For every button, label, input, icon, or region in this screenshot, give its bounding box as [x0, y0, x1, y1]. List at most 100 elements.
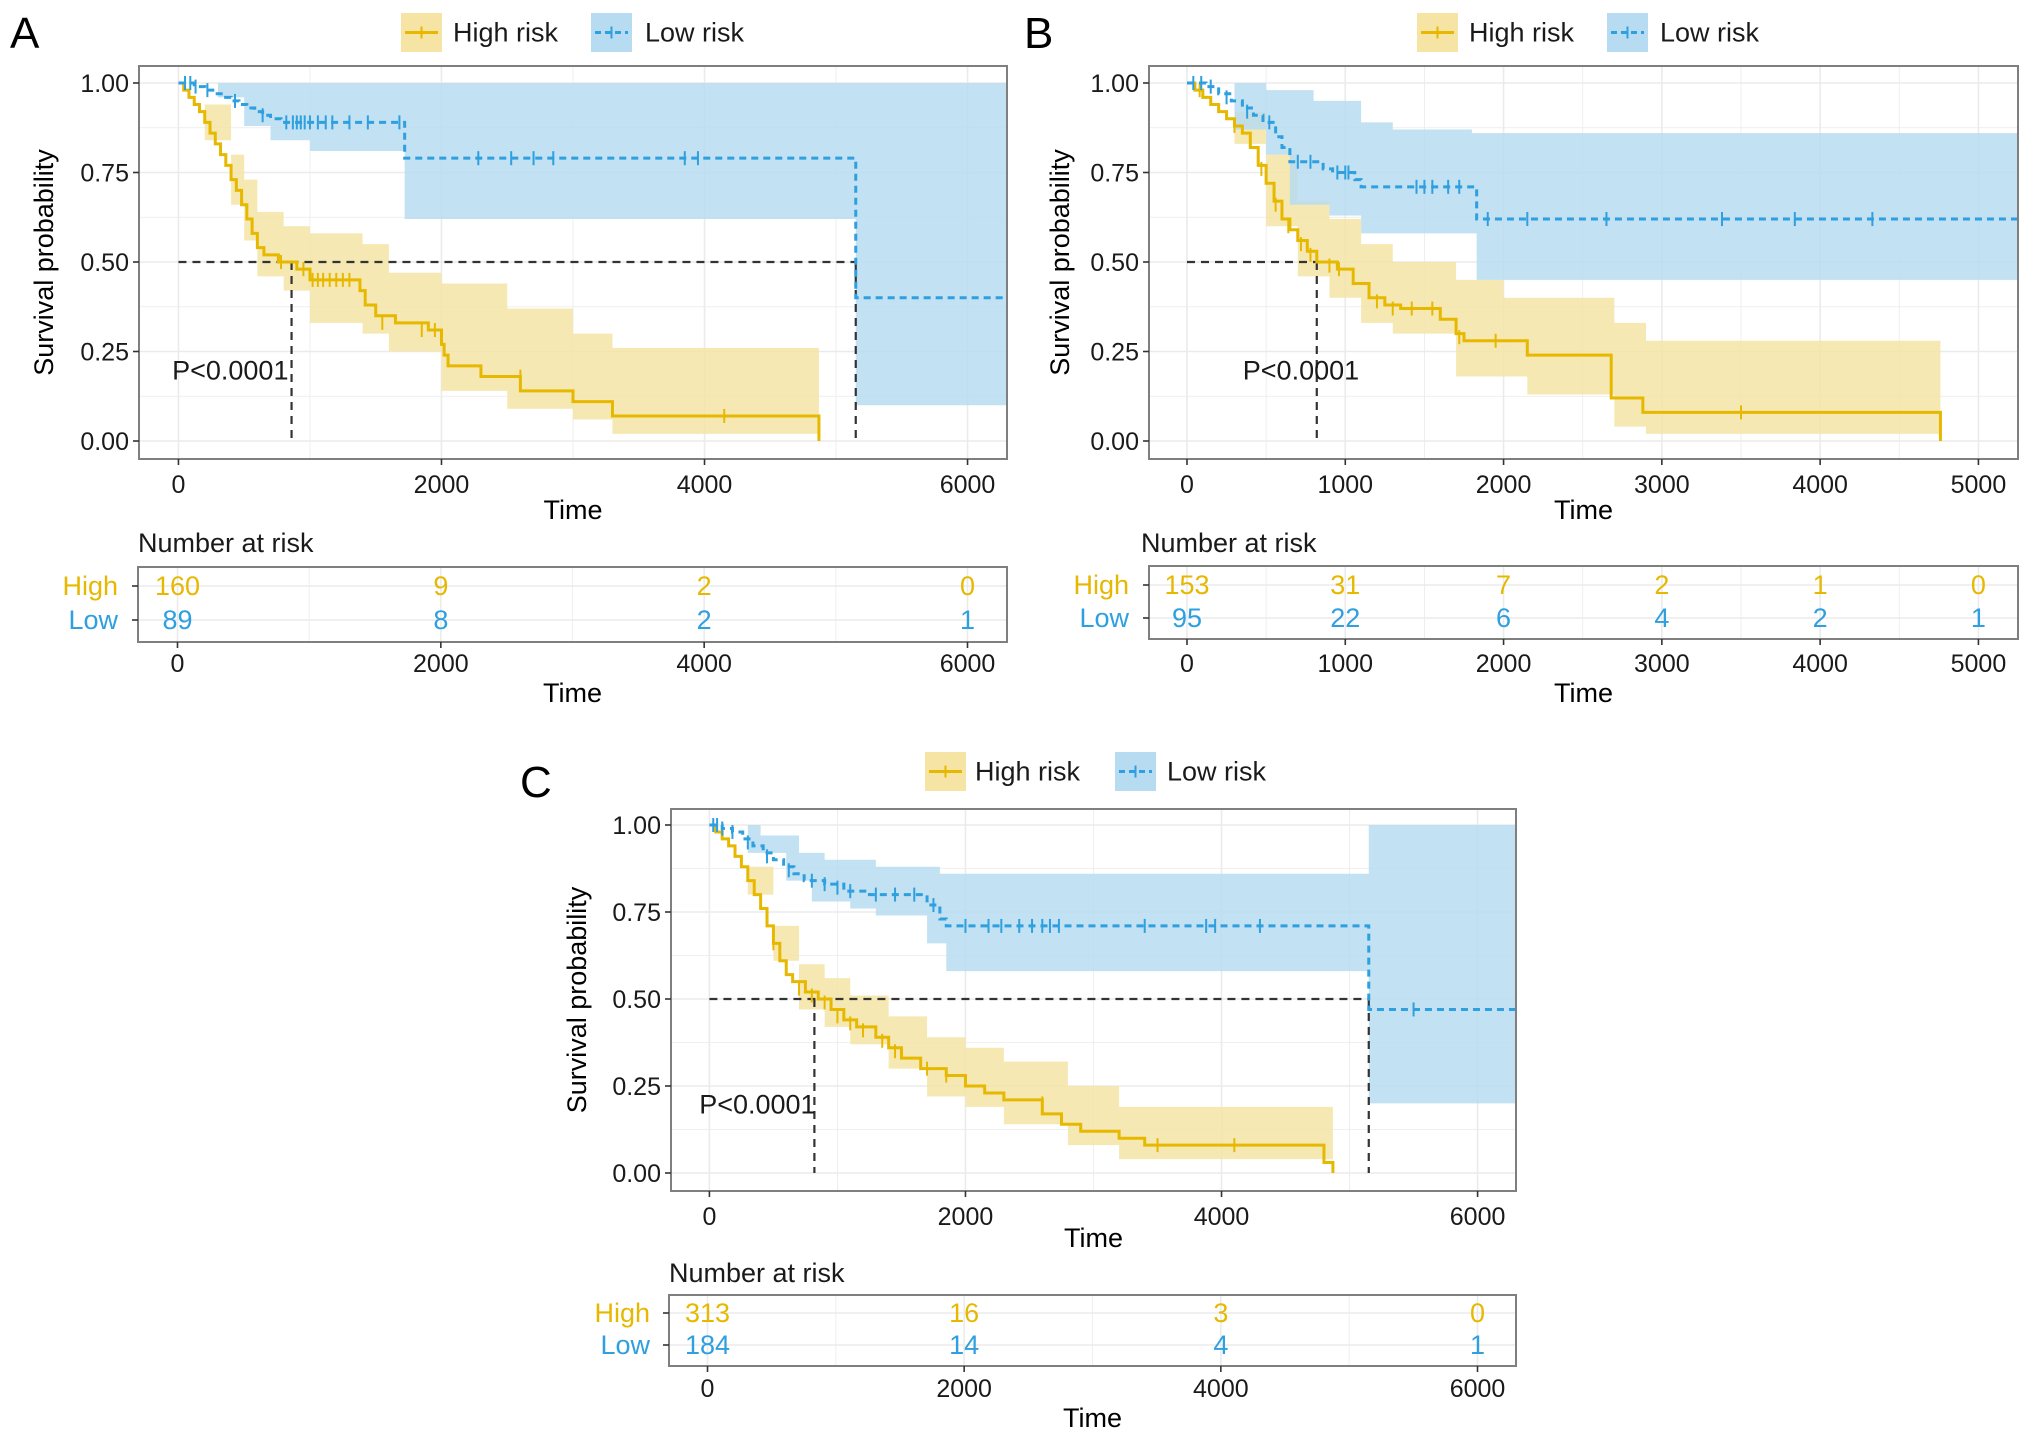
risk-x-tick-label: 5000	[1951, 650, 2007, 678]
x-tick-label: 6000	[1450, 1203, 1506, 1231]
risk-x-tick-label: 0	[171, 650, 185, 678]
censor-marks-low-risk	[712, 818, 1415, 1017]
legend-key-low-risk[interactable]	[1607, 13, 1648, 52]
risk-count-high: 313	[685, 1298, 730, 1328]
risk-row-label-low: Low	[1079, 603, 1129, 633]
x-axis-title: Time	[544, 495, 603, 525]
risk-count-low: 1	[960, 605, 975, 635]
legend-label-high-risk: High risk	[1469, 18, 1575, 48]
legend-key-low-risk[interactable]	[591, 13, 632, 52]
plot-frame	[670, 808, 1517, 1192]
x-tick-label: 2000	[414, 471, 470, 499]
risk-x-tick-label: 1000	[1317, 650, 1373, 678]
risk-count-low: 6	[1496, 603, 1511, 633]
ci-band-low-risk	[1186, 83, 2018, 280]
x-tick-label: 5000	[1951, 471, 2007, 499]
risk-table: Number at risk High 160 9 2 0 Low 89 8 2 1 0 2000 400…	[62, 528, 1008, 708]
x-tick-label: 4000	[1792, 471, 1848, 499]
risk-table-title: Number at risk	[138, 528, 314, 558]
risk-table-title: Number at risk	[1141, 528, 1317, 558]
risk-count-high: 9	[433, 571, 448, 601]
survival-plot: P<0.0001	[138, 65, 1008, 460]
ci-band-high-risk	[1186, 83, 1941, 434]
x-tick-label: 1000	[1317, 471, 1373, 499]
risk-x-tick-label: 2000	[936, 1375, 992, 1403]
x-tick-label: 2000	[938, 1203, 994, 1231]
y-axis-title: Survival probability	[29, 149, 59, 376]
risk-table-background	[1149, 566, 2018, 639]
x-tick-label: 4000	[1194, 1203, 1250, 1231]
risk-count-high: 3	[1213, 1298, 1228, 1328]
y-axis: 0.00 0.25 0.50 0.75 1.00 Survival probability	[29, 70, 139, 456]
panel-letter: C	[520, 758, 552, 807]
y-axis-title: Survival probability	[562, 886, 592, 1113]
x-tick-label: 0	[702, 1203, 716, 1231]
y-tick-label: 1.00	[80, 70, 129, 98]
survival-plot: P<0.0001	[670, 808, 1517, 1192]
risk-count-high: 16	[949, 1298, 979, 1328]
ci-band-high-risk	[709, 825, 1333, 1167]
survival-curve-low-risk	[178, 81, 1007, 300]
x-tick-label: 0	[172, 471, 186, 499]
y-tick-label: 0.25	[612, 1073, 661, 1101]
risk-x-axis-title: Time	[1063, 1403, 1122, 1433]
y-tick-label: 0.50	[612, 986, 661, 1014]
legend-label-low-risk: Low risk	[1167, 757, 1267, 787]
risk-x-axis-title: Time	[1554, 678, 1613, 708]
survival-curve-high-risk	[1186, 81, 1942, 441]
censor-marks-low-risk	[1192, 76, 1874, 227]
risk-count-low: 8	[433, 605, 448, 635]
panel-c: C High risk Low riskP<0.00010.000.250.500.…	[520, 752, 1517, 1433]
censor-marks-high-risk	[772, 936, 1236, 1153]
survival-curve-high-risk	[709, 823, 1335, 1173]
risk-x-axis-title: Time	[543, 678, 602, 708]
y-axis-title: Survival probability	[1045, 149, 1075, 376]
risk-count-high: 0	[960, 571, 975, 601]
panel-letter: A	[10, 9, 40, 58]
x-axis-title: Time	[1064, 1223, 1123, 1253]
x-axis: 0 1000 2000 3000 4000 5000 Time	[1180, 459, 2006, 525]
risk-count-high: 2	[1654, 570, 1669, 600]
risk-count-high: 2	[697, 571, 712, 601]
legend-key-high-risk[interactable]	[401, 13, 442, 52]
risk-count-high: 160	[155, 571, 200, 601]
risk-x-tick-label: 3000	[1634, 650, 1690, 678]
risk-count-high: 153	[1164, 570, 1209, 600]
risk-table-frame	[137, 566, 1008, 643]
legend-key-low-risk[interactable]	[1115, 752, 1156, 791]
y-tick-label: 1.00	[612, 812, 661, 840]
y-tick-label: 0.00	[1090, 428, 1139, 456]
risk-x-tick-label: 4000	[1193, 1375, 1249, 1403]
survival-curve-low-risk	[1186, 81, 2018, 221]
risk-x-tick-label: 6000	[940, 650, 996, 678]
y-axis: 0.00 0.25 0.50 0.75 1.00 Survival probability	[562, 812, 671, 1188]
risk-count-low: 1	[1470, 1330, 1485, 1360]
p-value-annotation: P<0.0001	[699, 1089, 815, 1119]
risk-count-low: 2	[697, 605, 712, 635]
ci-band-low-risk	[709, 825, 1516, 1104]
median-survival-lines	[709, 997, 1370, 1173]
risk-x-tick-label: 4000	[676, 650, 732, 678]
y-tick-label: 0.25	[80, 339, 129, 367]
legend-key-high-risk[interactable]	[925, 752, 966, 791]
risk-row-label-low: Low	[600, 1330, 650, 1360]
p-value-annotation: P<0.0001	[1243, 355, 1359, 385]
survival-curve-low-risk	[709, 823, 1516, 1011]
legend-label-high-risk: High risk	[975, 757, 1081, 787]
panel-letter: B	[1024, 9, 1053, 58]
x-tick-label: 0	[1180, 471, 1194, 499]
risk-x-tick-label: 4000	[1792, 650, 1848, 678]
risk-count-low: 14	[949, 1330, 979, 1360]
risk-x-tick-label: 2000	[413, 650, 469, 678]
risk-count-low: 89	[162, 605, 192, 635]
y-tick-label: 0.75	[612, 899, 661, 927]
x-tick-label: 4000	[677, 471, 733, 499]
legend-key-high-risk[interactable]	[1417, 13, 1458, 52]
y-axis: 0.00 0.25 0.50 0.75 1.00 Survival probability	[1045, 70, 1149, 456]
risk-count-low: 4	[1213, 1330, 1228, 1360]
x-tick-label: 2000	[1476, 471, 1532, 499]
risk-count-high: 0	[1971, 570, 1986, 600]
risk-x-tick-label: 6000	[1450, 1375, 1506, 1403]
